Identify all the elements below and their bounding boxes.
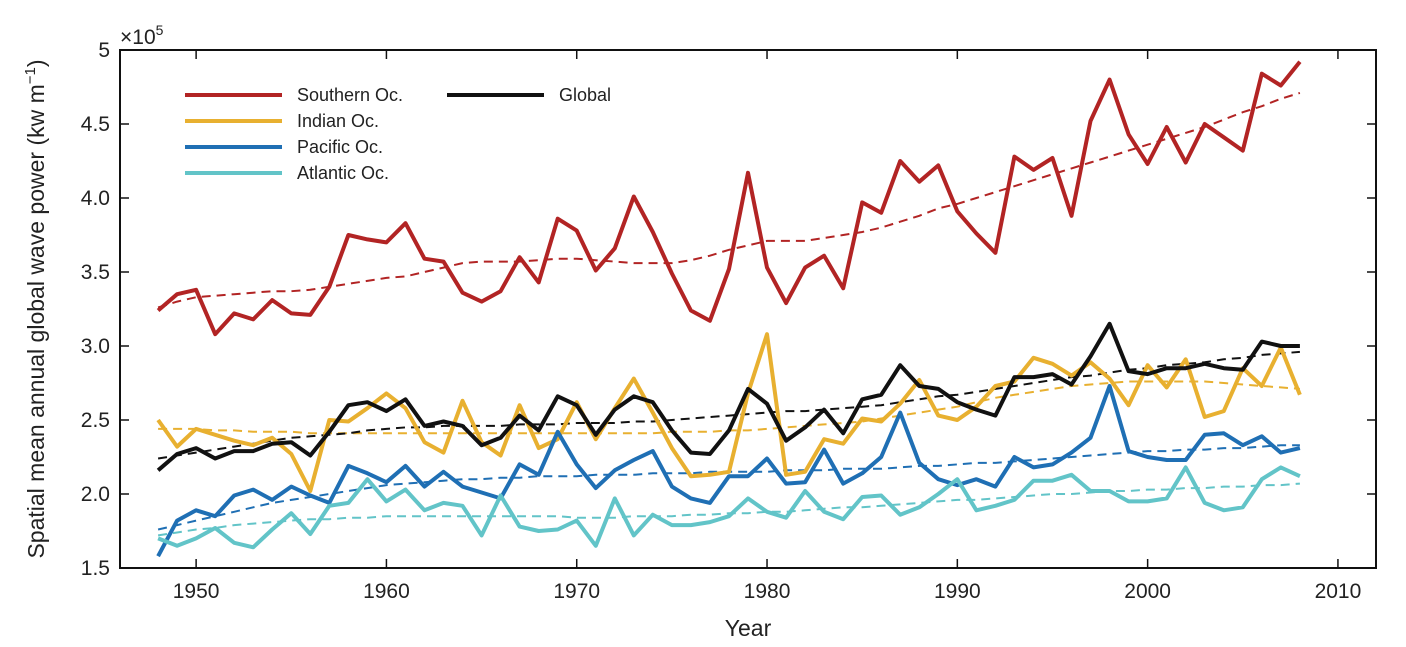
x-tick-label: 1970 (553, 580, 600, 603)
y-tick-label: 3.5 (81, 261, 110, 284)
legend-label-southern: Southern Oc. (297, 85, 403, 105)
y-axis-title: Spatial mean annual global wave power (k… (22, 59, 49, 558)
plot-frame (119, 49, 1377, 569)
y-multiplier-label: ×105 (120, 22, 164, 49)
x-tick-label: 1980 (744, 580, 791, 603)
x-tick-label: 2000 (1124, 580, 1171, 603)
y-tick-label: 1.5 (81, 557, 110, 580)
y-tick-label: 2.5 (81, 409, 110, 432)
y-tick-label: 4.5 (81, 113, 110, 136)
x-axis-ticks: 1950 1960 1970 1980 1990 2000 2010 (173, 50, 1362, 603)
legend: Southern Oc. Indian Oc. Pacific Oc. Atla… (185, 85, 611, 183)
trend-line-global (157, 350, 1300, 460)
series-line-global (156, 321, 1300, 472)
trend-line-southern-oc (157, 91, 1301, 309)
series-lines (156, 60, 1302, 558)
legend-label-atlantic: Atlantic Oc. (297, 163, 389, 183)
trend-line-atlantic-oc (157, 482, 1300, 537)
legend-label-indian: Indian Oc. (297, 111, 379, 131)
legend-label-pacific: Pacific Oc. (297, 137, 383, 157)
legend-label-global: Global (559, 85, 611, 105)
series-line-indian-oc (156, 332, 1302, 493)
y-axis-ticks: 1.5 2.0 2.5 3.0 3.5 4.0 4.5 5 (81, 39, 1376, 580)
series-line-atlantic-oc (157, 465, 1301, 550)
x-tick-label: 2010 (1315, 580, 1362, 603)
x-axis-title: Year (725, 615, 772, 641)
x-tick-label: 1960 (363, 580, 410, 603)
x-tick-label: 1990 (934, 580, 981, 603)
y-tick-label: 4.0 (81, 187, 110, 210)
series-line-pacific-oc (156, 384, 1301, 558)
series-line-southern-oc (156, 60, 1302, 337)
y-tick-label: 2.0 (81, 483, 110, 506)
y-tick-label: 5 (98, 39, 110, 62)
y-tick-label: 3.0 (81, 335, 110, 358)
x-tick-label: 1950 (173, 580, 220, 603)
